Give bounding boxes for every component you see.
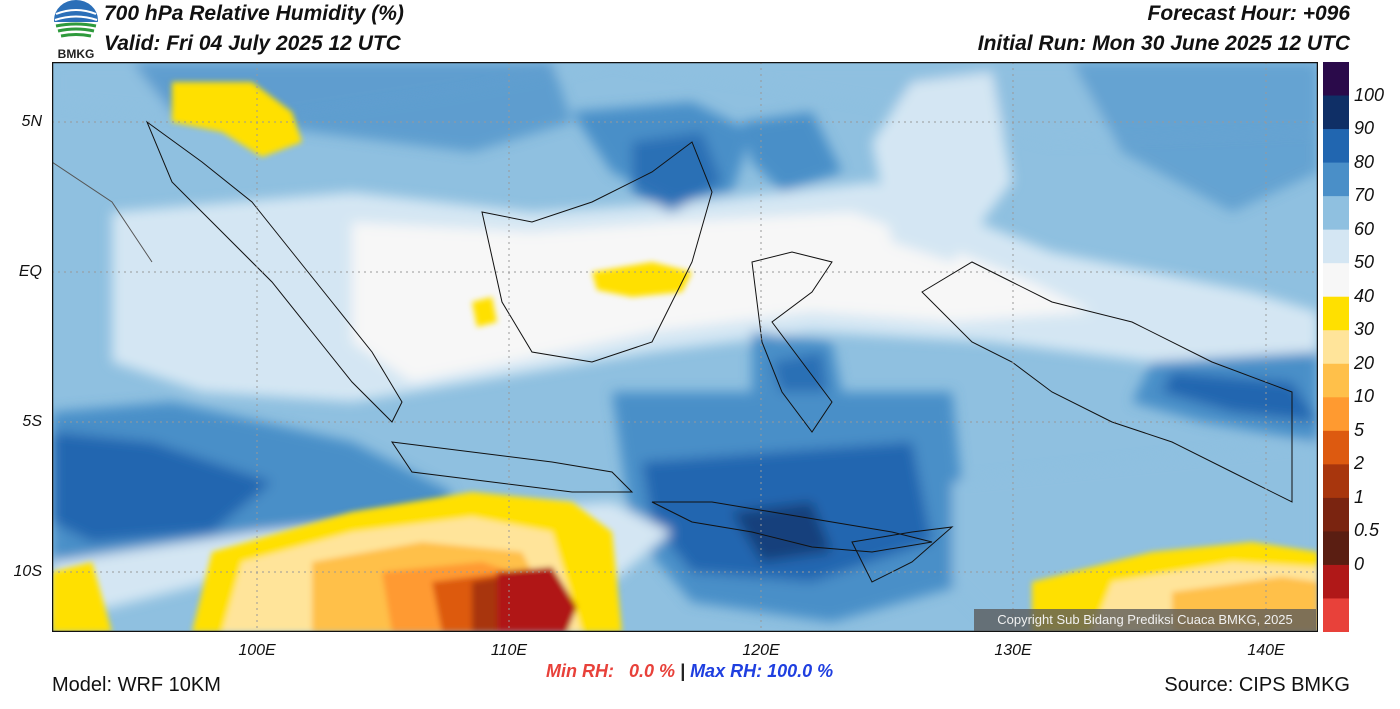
colorbar-label: 0 [1354,553,1365,574]
colorbar-label: 100 [1354,84,1385,105]
lat-label-5s: 5S [22,413,42,430]
colorbar-swatch [1323,564,1349,599]
colorbar-label: 40 [1354,285,1375,306]
colorbar-label: 70 [1354,185,1375,206]
bmkg-logo: BMKG [52,0,100,62]
lon-label-100e: 100E [238,642,276,659]
colorbar-label: 90 [1354,118,1375,139]
valid-time: Valid: Fri 04 July 2025 12 UTC [104,32,401,55]
lat-label-5n: 5N [21,113,42,130]
lon-label-140e: 140E [1247,642,1285,659]
colorbar-swatch [1323,196,1349,231]
rh-stats: Min RH: 0.0 % | Max RH: 100.0 % [546,661,833,682]
lon-label-120e: 120E [742,642,780,659]
colorbar-swatch [1323,497,1349,532]
colorbar-swatch [1323,464,1349,499]
colorbar-label: 1 [1354,486,1365,507]
humidity-field [52,62,1318,622]
min-rh: Min RH: 0.0 % [546,661,676,681]
colorbar-swatch [1323,229,1349,264]
colorbar-swatches [1323,62,1349,633]
colorbar-label: 2 [1354,453,1365,474]
colorbar-swatch [1323,263,1349,298]
colorbar-swatch [1323,397,1349,432]
lat-label-10s: 10S [13,563,42,580]
map-canvas [51,61,1319,633]
colorbar-label: 50 [1354,252,1375,273]
lon-label-110e: 110E [490,642,528,659]
colorbar-label: 60 [1354,218,1375,239]
lat-label-eq: EQ [18,263,42,280]
colorbar-label: 5 [1354,419,1365,440]
colorbar-swatch [1323,95,1349,130]
colorbar-label: 30 [1354,319,1375,340]
colorbar-swatch [1323,162,1349,197]
colorbar-label: 10 [1354,386,1375,407]
colorbar-swatch [1323,62,1349,97]
stats-separator: | [675,661,691,681]
colorbar-swatch [1323,296,1349,331]
colorbar-swatch [1323,129,1349,164]
colorbar [1323,62,1349,633]
copyright-notice: Copyright Sub Bidang Prediksi Cuaca BMKG… [974,609,1316,631]
colorbar-swatch [1323,363,1349,398]
colorbar-label: 0.5 [1354,520,1380,541]
lon-label-130e: 130E [994,642,1032,659]
colorbar-swatch [1323,430,1349,465]
chart-title: 700 hPa Relative Humidity (%) [104,2,404,25]
map-frame [51,61,1319,633]
source-label: Source: CIPS BMKG [1164,674,1350,696]
dry-air-field [52,82,1318,632]
graticule [52,62,1318,632]
logo-text: BMKG [58,47,95,61]
humidity-map [51,61,1319,633]
colorbar-label: 20 [1354,352,1375,373]
colorbar-swatch [1323,598,1349,633]
initial-run: Initial Run: Mon 30 June 2025 12 UTC [977,32,1350,55]
coastlines [52,120,1293,583]
max-rh: Max RH: 100.0 % [690,661,834,681]
colorbar-label: 80 [1354,151,1375,172]
model-label: Model: WRF 10KM [52,674,221,696]
colorbar-swatch [1323,531,1349,566]
forecast-hour: Forecast Hour: +096 [1147,2,1351,25]
colorbar-swatch [1323,330,1349,365]
